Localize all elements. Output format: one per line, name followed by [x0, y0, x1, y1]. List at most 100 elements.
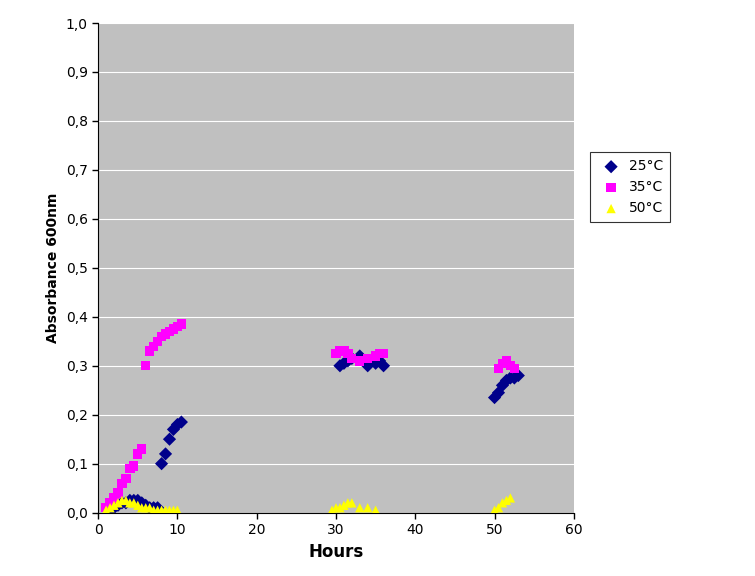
- 25°C: [353, 351, 365, 361]
- 35°C: [504, 361, 516, 370]
- 50°C: [143, 503, 156, 513]
- 50°C: [330, 503, 342, 513]
- Y-axis label: Absorbance 600nm: Absorbance 600nm: [46, 192, 60, 343]
- 50°C: [168, 506, 180, 515]
- 35°C: [100, 503, 112, 513]
- 50°C: [362, 503, 374, 513]
- 25°C: [175, 418, 187, 427]
- 35°C: [508, 363, 520, 373]
- 50°C: [116, 496, 128, 505]
- 25°C: [104, 506, 116, 515]
- 50°C: [120, 496, 132, 505]
- 25°C: [369, 359, 381, 368]
- Legend: 25°C, 35°C, 50°C: 25°C, 35°C, 50°C: [590, 153, 670, 222]
- 35°C: [346, 354, 358, 363]
- 35°C: [171, 322, 183, 331]
- 25°C: [140, 501, 152, 510]
- 50°C: [124, 498, 136, 507]
- 35°C: [116, 479, 128, 488]
- 50°C: [147, 506, 160, 515]
- 25°C: [116, 498, 128, 507]
- 50°C: [337, 501, 350, 510]
- 50°C: [112, 498, 124, 507]
- 35°C: [104, 498, 116, 507]
- 35°C: [168, 324, 180, 334]
- 50°C: [334, 503, 346, 513]
- 50°C: [326, 506, 338, 515]
- 35°C: [378, 349, 390, 358]
- 35°C: [353, 356, 365, 366]
- 35°C: [112, 488, 124, 498]
- 25°C: [501, 376, 513, 385]
- 25°C: [112, 501, 124, 510]
- 50°C: [171, 506, 183, 515]
- 50°C: [342, 498, 354, 507]
- 50°C: [497, 498, 509, 507]
- 35°C: [374, 349, 386, 358]
- 25°C: [120, 498, 132, 507]
- 25°C: [147, 503, 160, 513]
- 25°C: [488, 393, 501, 402]
- 25°C: [346, 354, 358, 363]
- 35°C: [108, 493, 120, 502]
- 50°C: [156, 506, 168, 515]
- 25°C: [159, 449, 171, 458]
- 35°C: [501, 356, 513, 366]
- 35°C: [369, 351, 381, 361]
- X-axis label: Hours: Hours: [308, 543, 364, 560]
- 35°C: [131, 449, 143, 458]
- 35°C: [147, 342, 160, 351]
- 25°C: [131, 496, 143, 505]
- 50°C: [504, 493, 516, 502]
- 35°C: [492, 363, 504, 373]
- 35°C: [136, 445, 148, 454]
- 35°C: [124, 464, 136, 473]
- 50°C: [104, 503, 116, 513]
- 35°C: [152, 336, 164, 346]
- 35°C: [497, 359, 509, 368]
- 50°C: [369, 506, 381, 515]
- 25°C: [337, 359, 350, 368]
- 35°C: [140, 361, 152, 370]
- 25°C: [334, 361, 346, 370]
- 50°C: [488, 506, 501, 515]
- 25°C: [512, 371, 524, 380]
- 25°C: [171, 420, 183, 429]
- 35°C: [159, 329, 171, 339]
- 25°C: [168, 425, 180, 434]
- 25°C: [342, 356, 354, 366]
- 25°C: [508, 373, 520, 382]
- 25°C: [362, 361, 374, 370]
- 25°C: [128, 496, 140, 505]
- 25°C: [378, 361, 390, 370]
- 50°C: [100, 506, 112, 515]
- 50°C: [128, 498, 140, 507]
- 50°C: [136, 503, 148, 513]
- 50°C: [140, 503, 152, 513]
- 35°C: [330, 349, 342, 358]
- 35°C: [175, 320, 187, 329]
- 50°C: [346, 498, 358, 507]
- 25°C: [156, 459, 168, 468]
- 25°C: [143, 503, 156, 513]
- 50°C: [159, 506, 171, 515]
- 50°C: [131, 501, 143, 510]
- 25°C: [124, 496, 136, 505]
- 25°C: [163, 434, 175, 444]
- 35°C: [128, 461, 140, 471]
- 35°C: [362, 354, 374, 363]
- 25°C: [504, 373, 516, 382]
- 35°C: [342, 349, 354, 358]
- 25°C: [108, 503, 120, 513]
- 50°C: [501, 496, 513, 505]
- 25°C: [497, 381, 509, 390]
- 25°C: [152, 503, 164, 513]
- 35°C: [143, 347, 156, 356]
- 35°C: [337, 347, 350, 356]
- 35°C: [156, 332, 168, 341]
- 50°C: [492, 503, 504, 513]
- 50°C: [163, 506, 175, 515]
- 25°C: [374, 356, 386, 366]
- 35°C: [163, 327, 175, 336]
- 35°C: [334, 347, 346, 356]
